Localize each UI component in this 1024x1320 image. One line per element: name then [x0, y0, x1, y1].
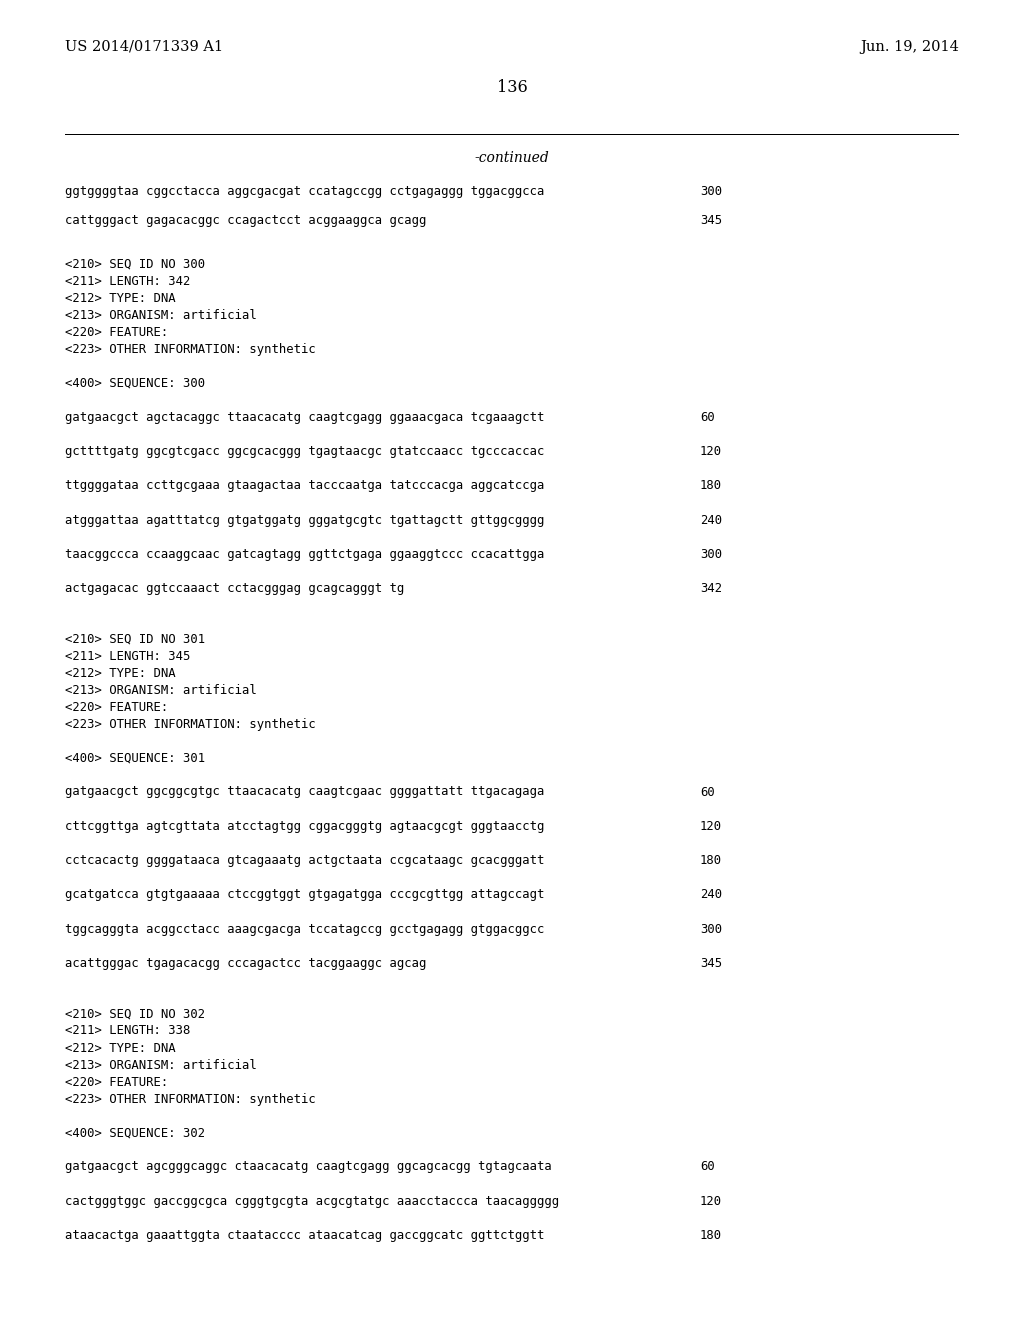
- Text: 180: 180: [700, 479, 722, 492]
- Text: 136: 136: [497, 79, 527, 96]
- Text: <400> SEQUENCE: 300: <400> SEQUENCE: 300: [65, 376, 205, 389]
- Text: <213> ORGANISM: artificial: <213> ORGANISM: artificial: [65, 1059, 257, 1072]
- Text: cctcacactg ggggataaca gtcagaaatg actgctaata ccgcataagc gcacgggatt: cctcacactg ggggataaca gtcagaaatg actgcta…: [65, 854, 545, 867]
- Text: acattgggac tgagacacgg cccagactcc tacggaaggc agcag: acattgggac tgagacacgg cccagactcc tacggaa…: [65, 957, 426, 970]
- Text: 300: 300: [700, 923, 722, 936]
- Text: tggcagggta acggcctacc aaagcgacga tccatagccg gcctgagagg gtggacggcc: tggcagggta acggcctacc aaagcgacga tccatag…: [65, 923, 545, 936]
- Text: <211> LENGTH: 345: <211> LENGTH: 345: [65, 649, 190, 663]
- Text: 60: 60: [700, 411, 715, 424]
- Text: 240: 240: [700, 888, 722, 902]
- Text: 120: 120: [700, 820, 722, 833]
- Text: 120: 120: [700, 1195, 722, 1208]
- Text: 60: 60: [700, 785, 715, 799]
- Text: cattgggact gagacacggc ccagactcct acggaaggca gcagg: cattgggact gagacacggc ccagactcct acggaag…: [65, 214, 426, 227]
- Text: 180: 180: [700, 854, 722, 867]
- Text: -continued: -continued: [475, 150, 549, 165]
- Text: <220> FEATURE:: <220> FEATURE:: [65, 1076, 168, 1089]
- Text: gcatgatcca gtgtgaaaaa ctccggtggt gtgagatgga cccgcgttgg attagccagt: gcatgatcca gtgtgaaaaa ctccggtggt gtgagat…: [65, 888, 545, 902]
- Text: ggtggggtaa cggcctacca aggcgacgat ccatagccgg cctgagaggg tggacggcca: ggtggggtaa cggcctacca aggcgacgat ccatagc…: [65, 185, 545, 198]
- Text: gatgaacgct agcgggcaggc ctaacacatg caagtcgagg ggcagcacgg tgtagcaata: gatgaacgct agcgggcaggc ctaacacatg caagtc…: [65, 1160, 552, 1173]
- Text: taacggccca ccaaggcaac gatcagtagg ggttctgaga ggaaggtccc ccacattgga: taacggccca ccaaggcaac gatcagtagg ggttctg…: [65, 548, 545, 561]
- Text: <220> FEATURE:: <220> FEATURE:: [65, 701, 168, 714]
- Text: gcttttgatg ggcgtcgacc ggcgcacggg tgagtaacgc gtatccaacc tgcccaccac: gcttttgatg ggcgtcgacc ggcgcacggg tgagtaa…: [65, 445, 545, 458]
- Text: 300: 300: [700, 185, 722, 198]
- Text: Jun. 19, 2014: Jun. 19, 2014: [860, 40, 959, 54]
- Text: <210> SEQ ID NO 301: <210> SEQ ID NO 301: [65, 632, 205, 645]
- Text: ataacactga gaaattggta ctaatacccc ataacatcag gaccggcatc ggttctggtt: ataacactga gaaattggta ctaatacccc ataacat…: [65, 1229, 545, 1242]
- Text: 300: 300: [700, 548, 722, 561]
- Text: 345: 345: [700, 957, 722, 970]
- Text: <212> TYPE: DNA: <212> TYPE: DNA: [65, 292, 176, 305]
- Text: 180: 180: [700, 1229, 722, 1242]
- Text: 120: 120: [700, 445, 722, 458]
- Text: 342: 342: [700, 582, 722, 595]
- Text: <211> LENGTH: 338: <211> LENGTH: 338: [65, 1024, 190, 1038]
- Text: atgggattaa agatttatcg gtgatggatg gggatgcgtc tgattagctt gttggcgggg: atgggattaa agatttatcg gtgatggatg gggatgc…: [65, 513, 545, 527]
- Text: 240: 240: [700, 513, 722, 527]
- Text: actgagacac ggtccaaact cctacgggag gcagcagggt tg: actgagacac ggtccaaact cctacgggag gcagcag…: [65, 582, 404, 595]
- Text: <212> TYPE: DNA: <212> TYPE: DNA: [65, 667, 176, 680]
- Text: <212> TYPE: DNA: <212> TYPE: DNA: [65, 1041, 176, 1055]
- Text: <210> SEQ ID NO 300: <210> SEQ ID NO 300: [65, 257, 205, 271]
- Text: <223> OTHER INFORMATION: synthetic: <223> OTHER INFORMATION: synthetic: [65, 718, 315, 731]
- Text: <223> OTHER INFORMATION: synthetic: <223> OTHER INFORMATION: synthetic: [65, 1093, 315, 1106]
- Text: <213> ORGANISM: artificial: <213> ORGANISM: artificial: [65, 309, 257, 322]
- Text: cactgggtggc gaccggcgca cgggtgcgta acgcgtatgc aaacctaccca taacaggggg: cactgggtggc gaccggcgca cgggtgcgta acgcgt…: [65, 1195, 559, 1208]
- Text: <400> SEQUENCE: 302: <400> SEQUENCE: 302: [65, 1126, 205, 1139]
- Text: cttcggttga agtcgttata atcctagtgg cggacgggtg agtaacgcgt gggtaacctg: cttcggttga agtcgttata atcctagtgg cggacgg…: [65, 820, 545, 833]
- Text: <220> FEATURE:: <220> FEATURE:: [65, 326, 168, 339]
- Text: gatgaacgct agctacaggc ttaacacatg caagtcgagg ggaaacgaca tcgaaagctt: gatgaacgct agctacaggc ttaacacatg caagtcg…: [65, 411, 545, 424]
- Text: <223> OTHER INFORMATION: synthetic: <223> OTHER INFORMATION: synthetic: [65, 343, 315, 356]
- Text: 345: 345: [700, 214, 722, 227]
- Text: 60: 60: [700, 1160, 715, 1173]
- Text: ttggggataa ccttgcgaaa gtaagactaa tacccaatga tatcccacga aggcatccga: ttggggataa ccttgcgaaa gtaagactaa tacccaa…: [65, 479, 545, 492]
- Text: <213> ORGANISM: artificial: <213> ORGANISM: artificial: [65, 684, 257, 697]
- Text: <210> SEQ ID NO 302: <210> SEQ ID NO 302: [65, 1007, 205, 1020]
- Text: gatgaacgct ggcggcgtgc ttaacacatg caagtcgaac ggggattatt ttgacagaga: gatgaacgct ggcggcgtgc ttaacacatg caagtcg…: [65, 785, 545, 799]
- Text: <400> SEQUENCE: 301: <400> SEQUENCE: 301: [65, 751, 205, 764]
- Text: <211> LENGTH: 342: <211> LENGTH: 342: [65, 275, 190, 288]
- Text: US 2014/0171339 A1: US 2014/0171339 A1: [65, 40, 223, 54]
